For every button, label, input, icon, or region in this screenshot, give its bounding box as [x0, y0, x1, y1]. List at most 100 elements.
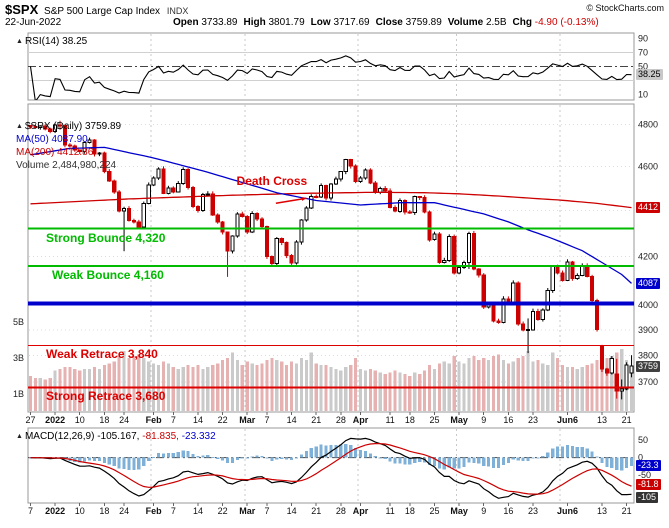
axis-value-box: 3759	[636, 360, 661, 372]
x-axis-label: Jun6	[557, 506, 578, 516]
x-axis-label: May	[450, 506, 468, 516]
x-axis-label: 24	[119, 415, 129, 425]
copyright: © StockCharts.com	[586, 3, 664, 13]
axis-value-box: -81.8	[636, 478, 661, 490]
legend-symbol-line: ▲ $SPX (Daily) 3759.89	[16, 120, 121, 133]
macd-value: -105.167,	[97, 431, 140, 442]
macd-axis-tick: -50	[638, 470, 651, 480]
x-axis-label: Apr	[353, 506, 369, 516]
macd-legend-label: MACD(12,26,9)	[24, 431, 95, 442]
x-axis-label: 18	[405, 415, 415, 425]
x-axis-label: 13	[597, 415, 607, 425]
axis-value-box: 4412	[636, 202, 661, 214]
x-axis-label: 21	[311, 506, 321, 516]
x-axis-label: Mar	[239, 506, 256, 516]
x-axis-label: 7	[171, 415, 176, 425]
annotation-weak-bounce: Weak Bounce 4,160	[52, 268, 164, 283]
annotation-strong-retrace: Strong Retrace 3,680	[46, 389, 166, 404]
x-axis-label: 7	[171, 506, 176, 516]
macd-signal-value: -81.835,	[142, 431, 179, 442]
quote-fields: Open 3733.89 High 3801.79 Low 3717.69 Close…	[173, 17, 605, 28]
annotation-lines	[28, 227, 634, 389]
x-axis-label: 28	[336, 506, 346, 516]
x-axis-label: 7	[264, 506, 269, 516]
x-axis-label: Apr	[353, 415, 369, 425]
month-gridlines	[150, 34, 561, 502]
x-axis-label: 7	[28, 506, 33, 516]
death-cross-arrow	[275, 197, 307, 204]
x-axis-label: 21	[311, 415, 321, 425]
chg-label: Chg	[512, 17, 532, 28]
price-axis-tick: 3700	[638, 377, 658, 387]
price-axis-tick: 3800	[638, 351, 658, 361]
open-value: 3733.89	[201, 17, 238, 28]
axis-value-box: 4087	[636, 277, 661, 289]
legend-ma200: MA(200) 4412.86	[16, 147, 94, 158]
header: $SPX S&P 500 Large Cap Index INDX	[5, 2, 188, 17]
macd-histogram	[28, 444, 634, 471]
legend-ma50: MA(50) 4087.90	[16, 134, 88, 145]
symbol-name: S&P 500 Large Cap Index	[44, 6, 161, 17]
price-axis-tick: 4800	[638, 119, 658, 129]
panel-collapse-icon: ▲	[16, 38, 23, 45]
price-axis-tick: 4000	[638, 300, 658, 310]
x-axis-label: Mar	[239, 415, 256, 425]
axis-value-box: -23.3	[636, 460, 661, 472]
x-axis-label: Feb	[146, 506, 163, 516]
x-axis-label: 14	[193, 415, 203, 425]
x-axis-label: 14	[287, 506, 297, 516]
x-axis-label: 9	[481, 506, 486, 516]
quote-line: 22-Jun-2022 Open 3733.89 High 3801.79 Low 3…	[5, 17, 605, 28]
rsi-axis-tick: 10	[638, 89, 648, 99]
ma200-line	[30, 191, 632, 209]
panel-collapse-icon: ▲	[16, 433, 23, 440]
volume-axis-tick: 1B	[13, 389, 24, 399]
x-axis-label: 18	[405, 506, 415, 516]
x-axis-label: 14	[193, 506, 203, 516]
rsi-legend-label: RSI(14) 38.25	[24, 36, 88, 47]
candlestick-series	[28, 120, 634, 400]
rsi-line	[29, 55, 632, 100]
death-cross-label: Death Cross	[236, 174, 308, 189]
volume-value: 2.5B	[485, 17, 507, 28]
x-axis-label: 11	[385, 506, 394, 516]
chg-value: -4.90 (-0.13%)	[534, 17, 599, 28]
x-axis-label: 27	[25, 415, 35, 425]
x-axis-label: 25	[429, 506, 439, 516]
open-label: Open	[173, 17, 199, 28]
rsi-axis-tick: 70	[638, 48, 648, 58]
price-axis-tick: 3900	[638, 325, 658, 335]
axis-value-box: 38.25	[636, 69, 663, 81]
close-label: Close	[375, 17, 403, 28]
legend-volume: Volume 2,484,980,224	[16, 160, 117, 171]
rsi-legend: ▲ RSI(14) 38.25	[16, 35, 87, 48]
volume-axis-tick: 3B	[13, 353, 24, 363]
annotation-weak-retrace: Weak Retrace 3,840	[46, 347, 158, 362]
low-value: 3717.69	[333, 17, 370, 28]
x-axis-label: 23	[528, 415, 538, 425]
chart-date: 22-Jun-2022	[5, 17, 62, 28]
x-axis-label: 18	[99, 415, 109, 425]
x-axis-label: Jun6	[557, 415, 578, 425]
x-axis-label: 2022	[45, 415, 65, 425]
low-label: Low	[310, 17, 331, 28]
close-value: 3759.89	[405, 17, 442, 28]
volume-axis-tick: 5B	[13, 317, 24, 327]
price-axis-tick: 4200	[638, 252, 658, 262]
x-axis-label: 10	[75, 506, 85, 516]
x-axis-label: May	[450, 415, 468, 425]
x-axis-label: 11	[385, 415, 394, 425]
macd-axis-tick: 0	[638, 453, 643, 463]
x-axis-label: 14	[287, 415, 297, 425]
panel-collapse-icon: ▲	[16, 123, 23, 130]
x-axis-label: 10	[75, 415, 85, 425]
ma50-line	[30, 146, 632, 284]
legend-symbol: $SPX (Daily) 3759.89	[24, 121, 122, 132]
price-legend: ▲ $SPX (Daily) 3759.89 MA(50) 4087.90 MA(…	[16, 120, 121, 172]
x-axis-label: Feb	[146, 415, 163, 425]
x-axis-label: 25	[429, 415, 439, 425]
symbol: $SPX	[5, 2, 39, 17]
high-label: High	[243, 17, 266, 28]
